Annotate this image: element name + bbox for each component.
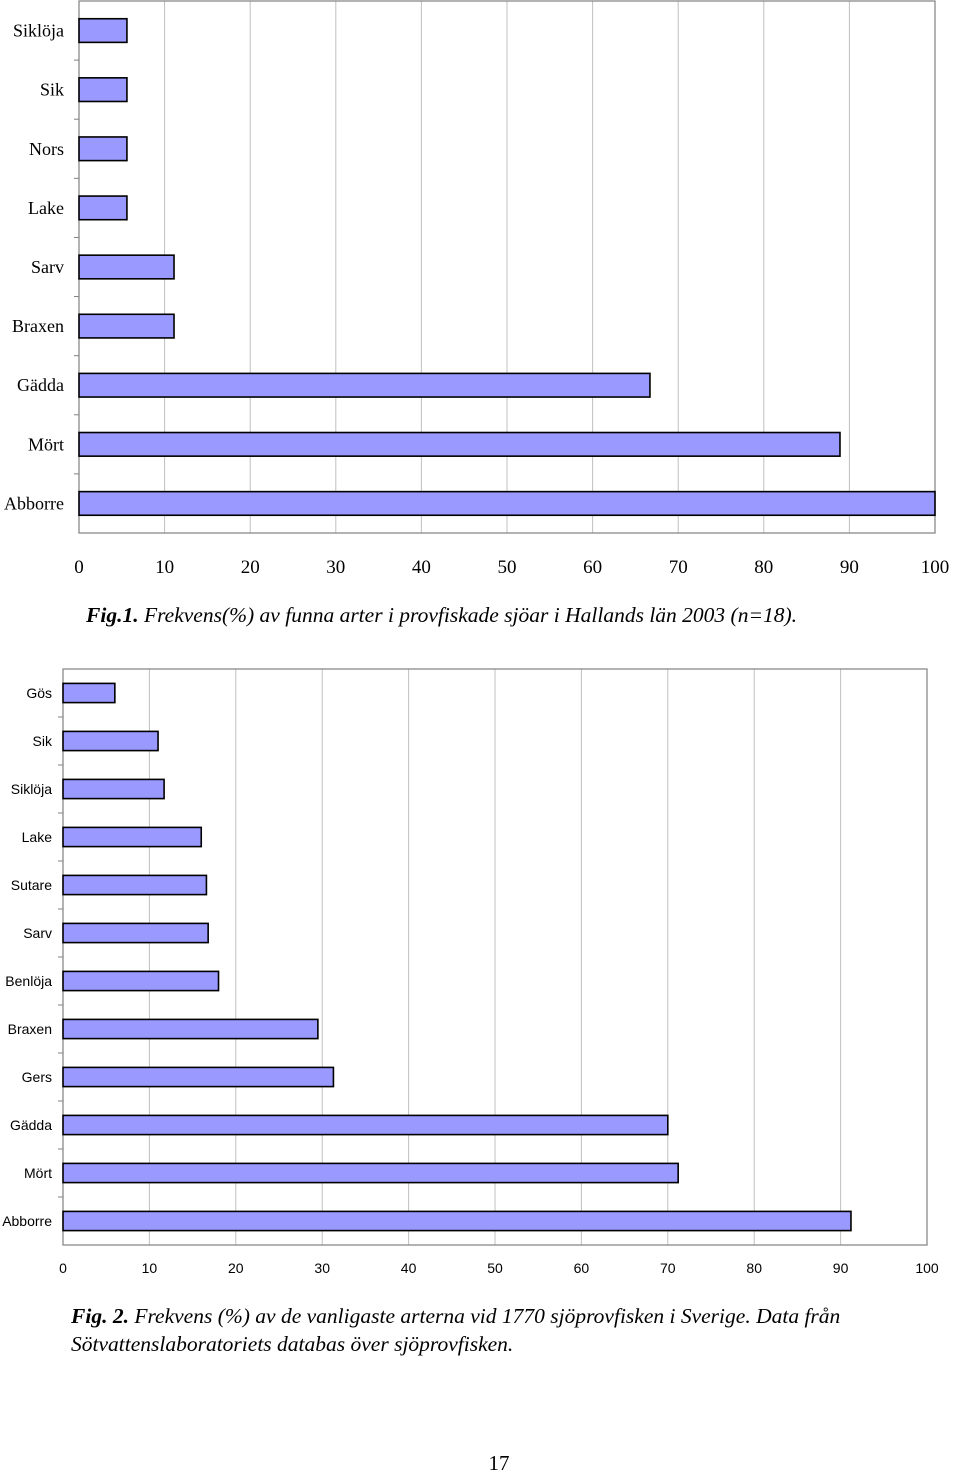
chart-2-bar: [62, 826, 203, 848]
chart-1-x-tick-label: 20: [241, 557, 260, 578]
chart-2-x-tick-label: 80: [746, 1260, 762, 1276]
chart-2-category-label: Gers: [22, 1069, 52, 1085]
chart-1-category-label: Sarv: [31, 257, 64, 277]
chart-2-bar: [62, 778, 165, 800]
figure-2-caption-continued: Sötvattenslaboratoriets databas över sjö…: [71, 1332, 514, 1356]
chart-1-x-tick-label: 70: [669, 557, 688, 578]
chart-1-bar: [78, 431, 841, 457]
chart-1-x-tick-label: 80: [754, 557, 773, 578]
figure-1-text: Frekvens(%) av funna arter i provfiskade…: [138, 603, 797, 627]
chart-1-category-label: Nors: [29, 139, 64, 159]
chart-1-bar: [78, 490, 936, 517]
chart-2-frequency-sweden: Gös Sik Siklöja Lake Sutare Sarv Benlöja Braxen…: [2, 668, 939, 1276]
chart-1-category-label: Mört: [28, 434, 64, 454]
chart-2-category-label: Lake: [22, 829, 53, 845]
chart-1-frequency-hallands: Siklöja Sik Nors Lake Sarv Braxen Gädda Mört Abb…: [4, 0, 950, 578]
chart-2-bar: [62, 874, 208, 896]
chart-1-bar: [78, 372, 651, 398]
chart-1-x-tick-label: 100: [921, 557, 950, 578]
chart-2-bar: [62, 1210, 852, 1232]
chart-2-bar: [62, 1114, 669, 1136]
chart-1-category-label: Braxen: [12, 316, 64, 336]
chart-1-x-tick-label: 10: [155, 557, 174, 578]
chart-1-bar: [78, 254, 175, 280]
chart-1-bar: [78, 77, 128, 103]
chart-2-bar: [62, 730, 159, 752]
chart-2-bar: [62, 970, 220, 992]
chart-2-category-label: Mört: [24, 1165, 52, 1181]
chart-1-x-tick-label: 90: [840, 557, 859, 578]
chart-2-x-tick-label: 60: [574, 1260, 590, 1276]
chart-2-bar: [62, 922, 209, 944]
chart-2-bar: [62, 1018, 319, 1040]
chart-1-x-tick-label: 0: [74, 557, 84, 578]
chart-2-x-tick-label: 100: [915, 1260, 939, 1276]
chart-2-category-label: Braxen: [8, 1021, 52, 1037]
chart-2-x-tick-label: 30: [314, 1260, 330, 1276]
chart-2-bar: [62, 682, 116, 704]
figure-2-label: Fig. 2.: [71, 1304, 129, 1328]
chart-2-x-tick-label: 40: [401, 1260, 417, 1276]
chart-1-bar: [78, 136, 128, 162]
page-number: 17: [488, 1451, 510, 1475]
chart-2-x-tick-label: 10: [142, 1260, 158, 1276]
chart-2-category-label: Benlöja: [5, 973, 52, 989]
chart-1-x-tick-label: 40: [412, 557, 431, 578]
chart-1-category-label: Siklöja: [13, 21, 64, 41]
chart-2-x-tick-label: 70: [660, 1260, 676, 1276]
figure-2-caption: Fig. 2. Frekvens (%) av de vanligaste ar…: [71, 1302, 840, 1330]
figure-1-caption: Fig.1. Frekvens(%) av funna arter i prov…: [86, 601, 797, 629]
chart-2-category-label: Gös: [26, 685, 52, 701]
figure-1-label: Fig.1.: [86, 603, 139, 627]
chart-2-category-label: Gädda: [10, 1117, 52, 1133]
chart-1-category-label: Sik: [40, 80, 64, 100]
chart-1-category-label: Gädda: [17, 375, 64, 395]
chart-2-category-label: Sarv: [23, 925, 52, 941]
chart-2-category-label: Sik: [33, 733, 53, 749]
chart-1-bar: [78, 195, 128, 221]
chart-2-category-label: Abborre: [2, 1213, 52, 1229]
chart-2-x-tick-label: 20: [228, 1260, 244, 1276]
chart-2-category-label: Siklöja: [11, 781, 52, 797]
chart-1-bar: [78, 313, 175, 339]
chart-2-x-tick-label: 0: [59, 1260, 67, 1276]
chart-1-bar: [78, 17, 128, 44]
chart-2-bar: [62, 1066, 335, 1088]
chart-2-x-tick-label: 90: [833, 1260, 849, 1276]
chart-2-bar: [62, 1162, 679, 1184]
chart-2-category-label: Sutare: [11, 877, 52, 893]
chart-1-category-label: Abborre: [4, 493, 64, 513]
chart-1-x-tick-label: 30: [326, 557, 345, 578]
chart-2-x-tick-label: 50: [487, 1260, 503, 1276]
chart-1-category-label: Lake: [28, 198, 64, 218]
chart-1-x-tick-label: 60: [583, 557, 602, 578]
chart-1-x-tick-label: 50: [498, 557, 517, 578]
figure-2-text: Frekvens (%) av de vanligaste arterna vi…: [128, 1304, 841, 1328]
